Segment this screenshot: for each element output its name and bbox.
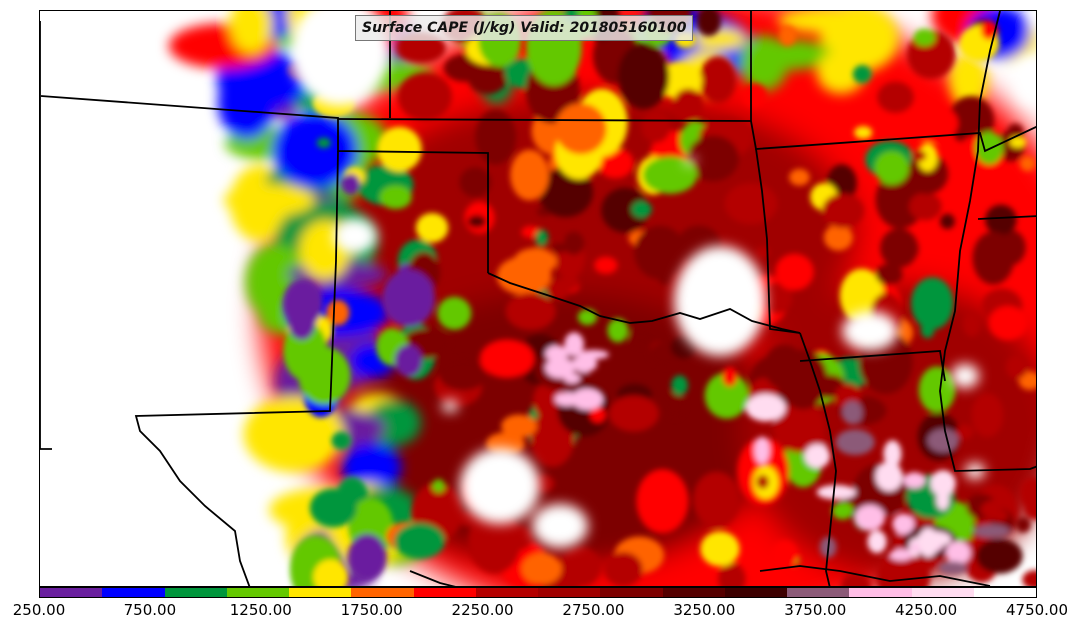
- colorbar-bin: [351, 588, 414, 597]
- map-title: Surface CAPE (J/kg) Valid: 201805160100: [355, 15, 694, 41]
- cape-low-holes-layer: [109, 11, 1036, 548]
- boundary-tx-coast: [409, 570, 456, 586]
- colorbar-tick-label: 3750.00: [784, 601, 847, 619]
- boundary-ar-la: [799, 332, 837, 586]
- colorbar-bin: [724, 588, 787, 597]
- colorbar-tick-label: 4250.00: [895, 601, 958, 619]
- colorbar-bin: [600, 588, 663, 597]
- boundary-az-nm: [40, 21, 52, 450]
- colorbar-bin: [164, 588, 227, 597]
- colorbar-tick-label: 750.00: [123, 601, 177, 619]
- colorbar-bin: [226, 588, 289, 597]
- colorbar-bin: [40, 588, 103, 597]
- boundary-mississippi: [939, 11, 1036, 472]
- boundary-ok-north: [337, 118, 752, 122]
- colorbar-tick-label: 3250.00: [673, 601, 736, 619]
- colorbar-bin: [538, 588, 601, 597]
- colorbar-bin: [413, 588, 476, 597]
- colorbar: [39, 587, 1037, 598]
- colorbar-tick-label: 2750.00: [562, 601, 625, 619]
- colorbar-tick-label: 4750.00: [1005, 601, 1069, 619]
- map-area: [39, 10, 1037, 587]
- colorbar-bin: [849, 588, 912, 597]
- colorbar-tick-label: 250.00: [12, 601, 66, 619]
- colorbar-bin: [289, 588, 352, 597]
- colorbar-bin: [475, 588, 538, 597]
- colorbar-bin: [787, 588, 850, 597]
- boundary-ks-mo: [750, 11, 1036, 153]
- boundary-nm-tx: [134, 150, 339, 586]
- boundary-ok-ar: [755, 148, 801, 334]
- colorbar-bin: [662, 588, 725, 597]
- colorbar-tick-label: 1250.00: [229, 601, 292, 619]
- colorbar-bin: [973, 588, 1036, 597]
- colorbar-bin: [102, 588, 165, 597]
- colorbar-bin: [911, 588, 974, 597]
- boundary-la-coast: [759, 565, 991, 586]
- colorbar-tick-label: 1750.00: [340, 601, 403, 619]
- colorbar-tick-label: 2250.00: [451, 601, 514, 619]
- boundary-red-river: [487, 272, 801, 334]
- boundary-ms-al: [977, 215, 1036, 220]
- cape-field-svg: [40, 11, 1036, 586]
